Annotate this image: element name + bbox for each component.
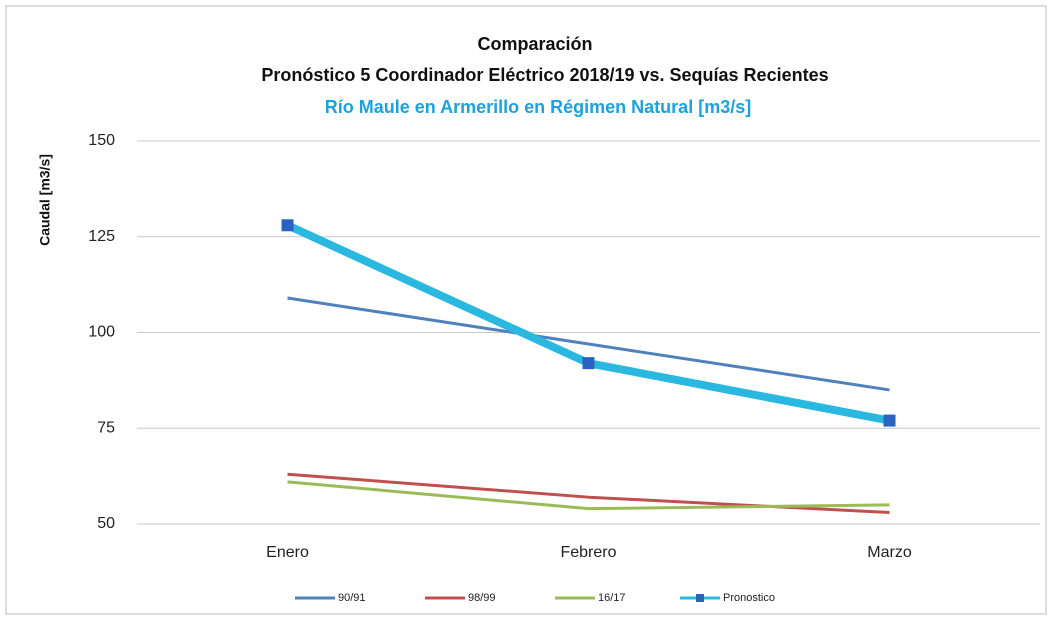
y-axis-label: Caudal [m3/s] (37, 154, 53, 246)
y-tick-label: 75 (97, 419, 115, 436)
y-tick-label: 125 (88, 228, 115, 245)
legend-label: 90/91 (338, 592, 366, 604)
legend-label: Pronostico (723, 592, 775, 604)
chart-title: Comparación (477, 34, 592, 54)
legend-label: 98/99 (468, 592, 496, 604)
legend-label: 16/17 (598, 592, 626, 604)
y-tick-label: 150 (88, 132, 115, 149)
x-tick-label: Enero (266, 544, 309, 561)
marker (582, 357, 595, 370)
marker (883, 414, 896, 427)
legend-marker (696, 594, 704, 602)
x-tick-label: Febrero (560, 544, 616, 561)
marker (281, 219, 294, 232)
series-line (287, 480, 890, 511)
series-line (287, 296, 890, 392)
chart-subtitle: Río Maule en Armerillo en Régimen Natura… (325, 97, 751, 117)
chart-title-line2: Pronóstico 5 Coordinador Eléctrico 2018/… (261, 65, 828, 85)
y-tick-label: 50 (97, 515, 115, 532)
y-tick-label: 100 (88, 324, 115, 341)
x-tick-label: Marzo (867, 544, 912, 561)
